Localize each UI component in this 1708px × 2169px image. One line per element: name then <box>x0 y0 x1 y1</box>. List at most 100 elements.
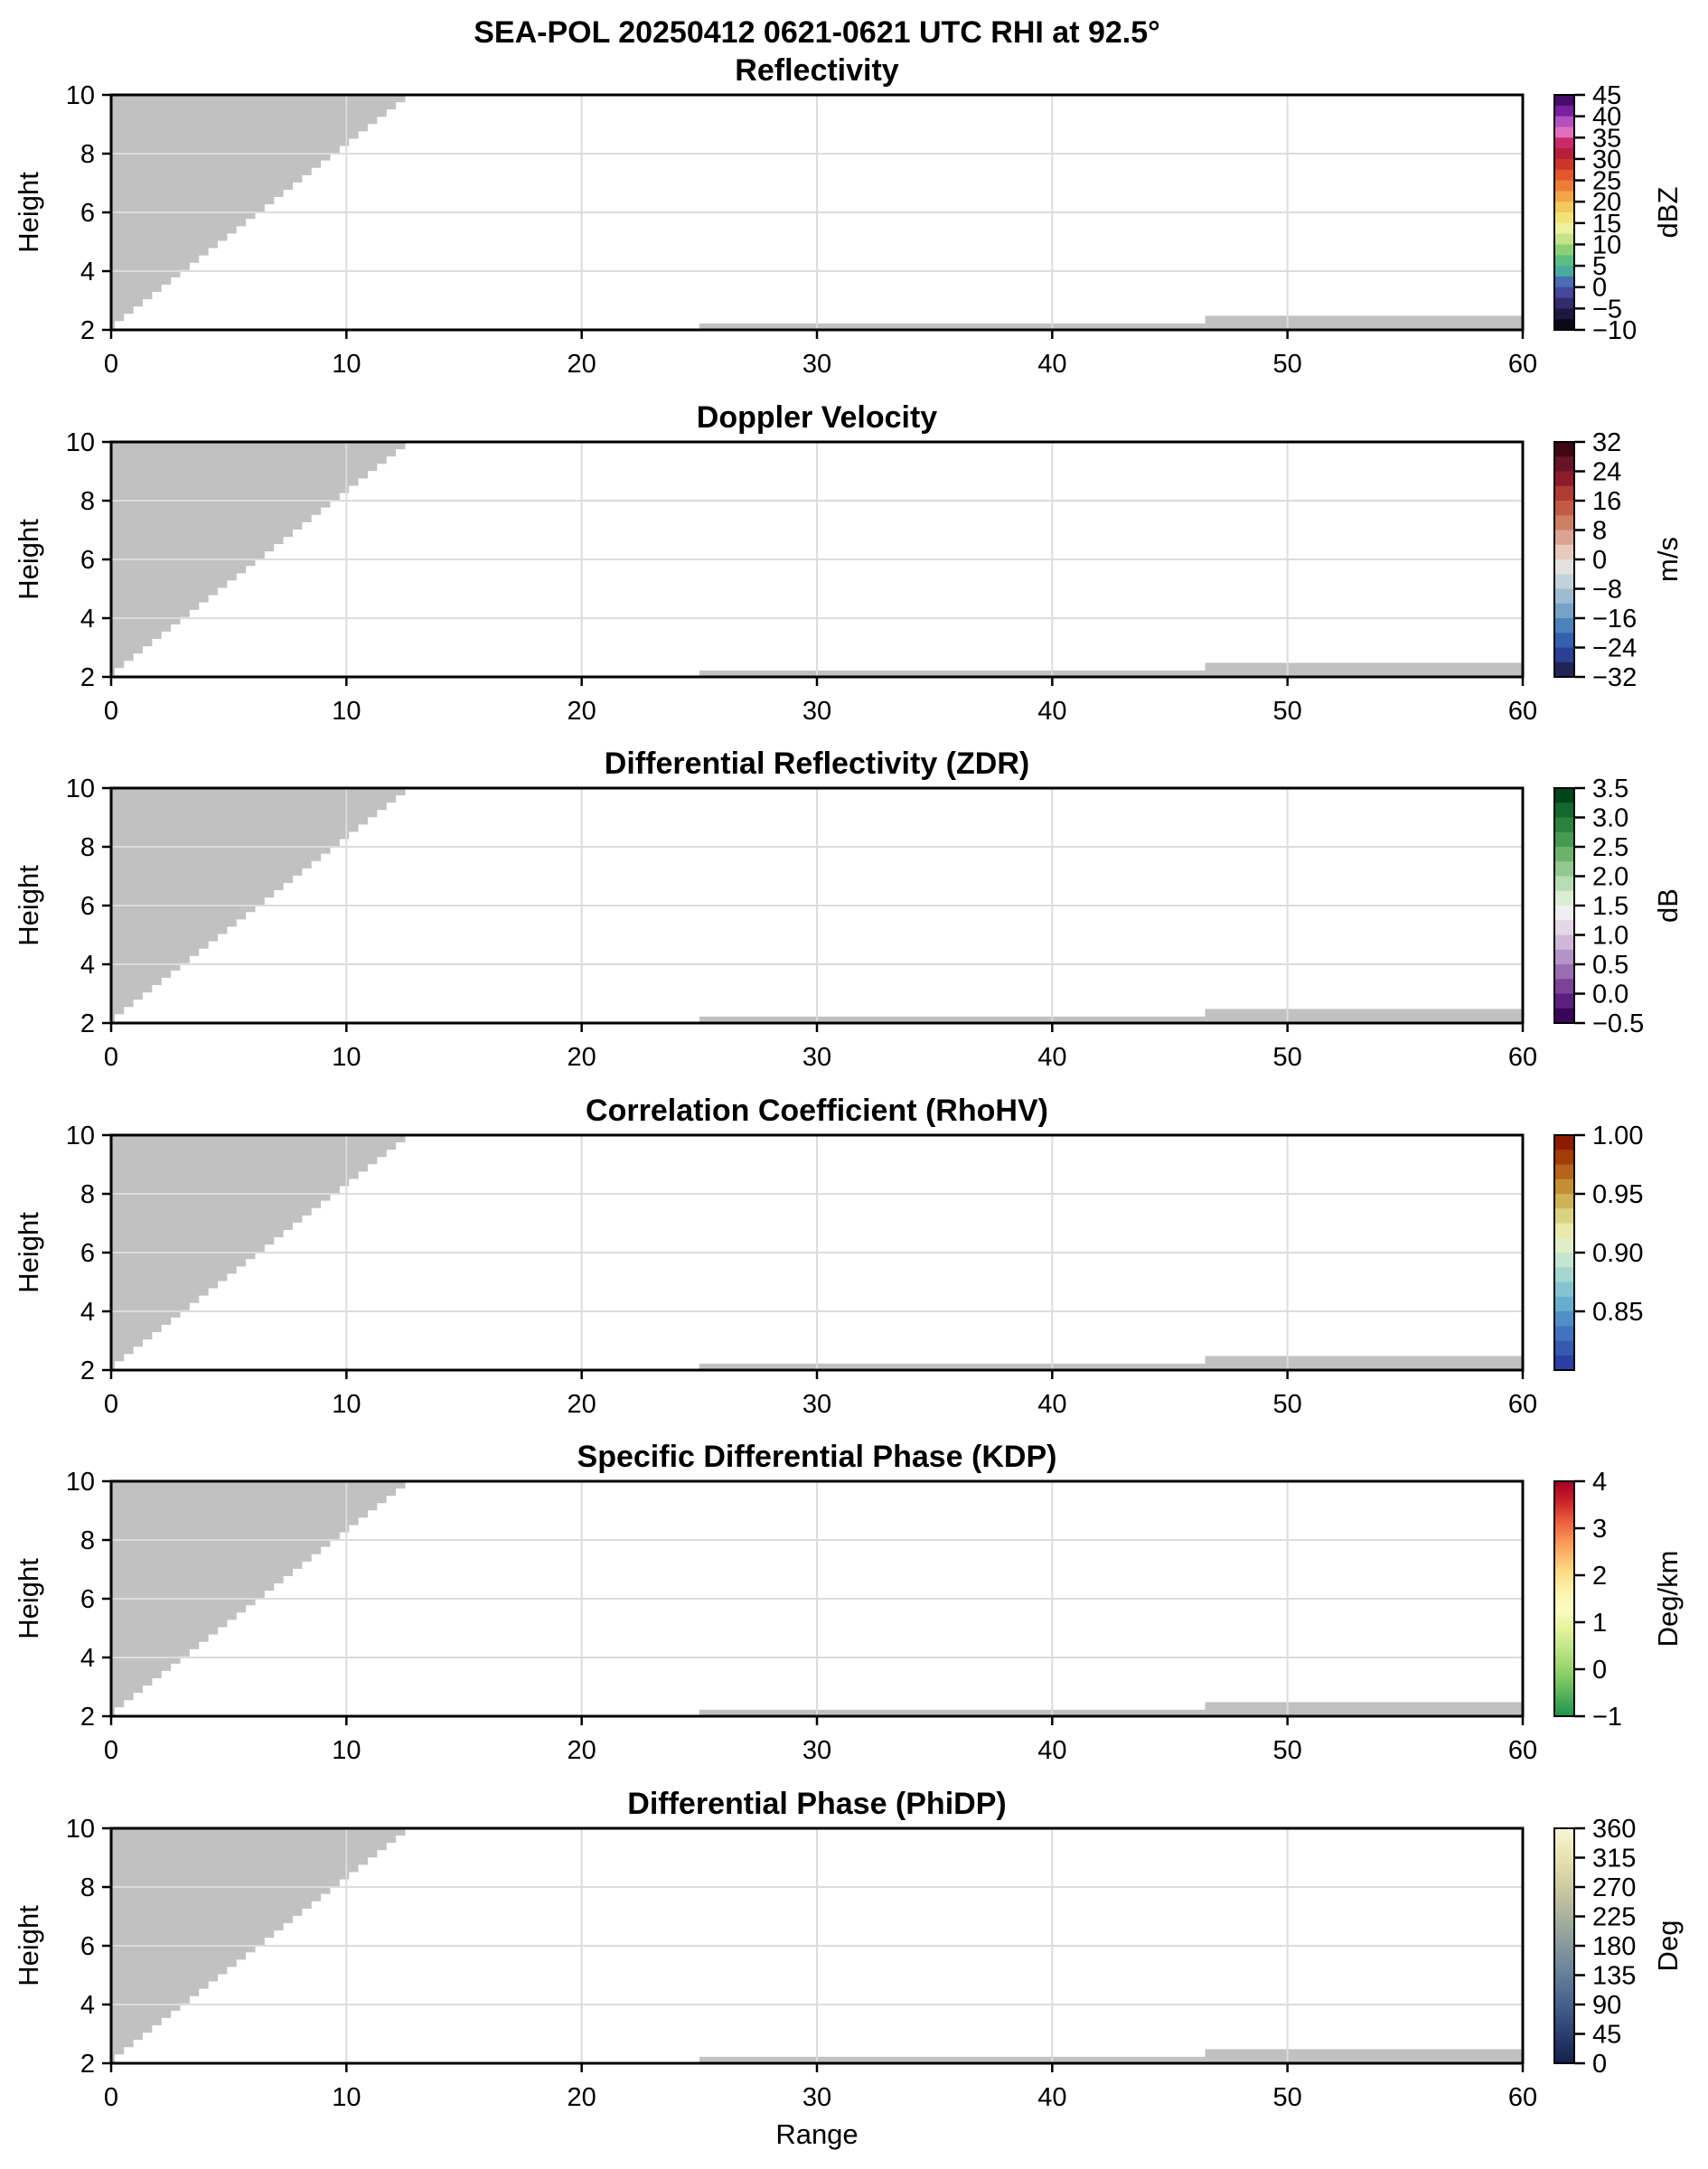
colorbar-tick-label: 0.95 <box>1592 1180 1643 1209</box>
colorbar-tick-label: 3 <box>1592 1515 1607 1544</box>
x-tick-label: 30 <box>802 1390 831 1419</box>
colorbar-band <box>1554 308 1574 320</box>
colorbar-gradient <box>1554 1828 1574 2063</box>
x-tick-label: 30 <box>802 1043 831 1072</box>
colorbar-tick-label: 2.0 <box>1592 863 1628 892</box>
colorbar-tick-label: 4 <box>1592 1468 1607 1497</box>
colorbar-tick-label: 0 <box>1592 274 1607 303</box>
colorbar-kdp: 4 3 2 1 0 −1 Deg/km <box>1553 1468 1684 1732</box>
colorbar-band <box>1554 286 1574 299</box>
no-data-strip-thick <box>1205 1009 1523 1023</box>
panel-title-zdr: Differential Reflectivity (ZDR) <box>605 746 1029 781</box>
colorbar-unit-label: Deg <box>1652 1920 1684 1972</box>
colorbar-band <box>1554 212 1574 224</box>
colorbar-band <box>1554 1296 1574 1312</box>
colorbar-rhohv: 1.00 0.95 0.90 0.85 <box>1553 1122 1643 1371</box>
colorbar-band <box>1554 127 1574 138</box>
colorbar-tick-label: 1.5 <box>1592 892 1628 921</box>
colorbar-tick-label: 225 <box>1592 1903 1636 1932</box>
colorbar-band <box>1554 831 1574 848</box>
colorbar-band <box>1554 803 1574 819</box>
colorbar-band <box>1554 1267 1574 1283</box>
x-tick-label: 20 <box>568 697 596 726</box>
x-tick-label: 10 <box>332 2083 361 2112</box>
colorbar-band <box>1554 485 1574 502</box>
colorbar-band <box>1554 920 1574 936</box>
y-tick-label: 8 <box>80 1526 95 1555</box>
colorbar-tick-label: 315 <box>1592 1845 1636 1873</box>
colorbar-tick-label: 32 <box>1592 428 1621 457</box>
panel-zdr: Differential Reflectivity (ZDR)0 10 20 30 40… <box>13 746 1684 1072</box>
x-tick-label: 0 <box>104 1736 118 1765</box>
no-data-strip-thick <box>1205 1702 1523 1716</box>
colorbar-band <box>1554 530 1574 546</box>
colorbar-band <box>1554 906 1574 921</box>
colorbar-tick-label: 15 <box>1592 210 1621 239</box>
x-tick-label: 40 <box>1037 350 1066 379</box>
colorbar-band <box>1554 544 1574 560</box>
y-tick-label: 10 <box>66 81 95 110</box>
colorbar-tick-label: 0.0 <box>1592 981 1628 1009</box>
colorbar-tick-label: −8 <box>1592 576 1622 605</box>
colorbar-band <box>1554 266 1574 277</box>
y-tick-label: 4 <box>80 258 95 286</box>
y-tick-label: 6 <box>80 1585 95 1614</box>
colorbar-band <box>1554 456 1574 473</box>
y-axis-label: Height <box>13 519 44 600</box>
colorbar-tick-label: −10 <box>1592 316 1637 345</box>
x-tick-label: 60 <box>1508 1390 1537 1419</box>
colorbar-band <box>1554 876 1574 892</box>
colorbar-band <box>1554 501 1574 516</box>
colorbar-tick-label: −24 <box>1592 634 1637 663</box>
y-tick-label: 4 <box>80 1991 95 2020</box>
colorbar-tick-label: −32 <box>1592 663 1637 692</box>
colorbar-zdr: 3.53.02.52.01.51.00.50.0−0.5 dB <box>1553 775 1684 1038</box>
x-axis-label: Range <box>775 2118 858 2150</box>
colorbar-band <box>1554 222 1574 235</box>
colorbar-tick-label: 24 <box>1592 458 1621 487</box>
x-tick-label: 40 <box>1037 697 1066 726</box>
y-tick-label: 8 <box>80 487 95 516</box>
no-data-strip-thin <box>699 2056 1206 2063</box>
x-tick-label: 0 <box>104 350 118 379</box>
colorbar-tick-label: 180 <box>1592 1932 1636 1961</box>
colorbar-band <box>1554 588 1574 605</box>
panel-phidp: Differential Phase (PhiDP)0 10 20 30 40 50 602… <box>13 1787 1684 2112</box>
colorbar-band <box>1554 574 1574 590</box>
y-tick-label: 2 <box>80 1357 95 1385</box>
y-tick-label: 8 <box>80 140 95 169</box>
colorbar-tick-label: 3.5 <box>1592 775 1628 803</box>
y-tick-label: 8 <box>80 1180 95 1209</box>
colorbar-tick-label: 16 <box>1592 487 1621 516</box>
colorbar-band <box>1554 515 1574 531</box>
colorbar-tick-label: 30 <box>1592 146 1621 174</box>
colorbar-band <box>1554 137 1574 149</box>
no-data-strip-thin <box>699 1016 1206 1023</box>
x-tick-label: 10 <box>332 350 361 379</box>
colorbar-band <box>1554 847 1574 862</box>
y-tick-label: 2 <box>80 663 95 692</box>
x-tick-label: 60 <box>1508 2083 1537 2112</box>
x-tick-label: 20 <box>568 2083 596 2112</box>
colorbar-tick-label: 1.0 <box>1592 922 1628 951</box>
colorbar-band <box>1554 1223 1574 1239</box>
x-tick-label: 30 <box>802 697 831 726</box>
no-data-strip-thin <box>699 323 1206 330</box>
colorbar-band <box>1554 158 1574 171</box>
colorbar-tick-label: −0.5 <box>1592 1009 1644 1038</box>
colorbar-band <box>1554 319 1574 331</box>
colorbar-tick-label: 45 <box>1592 2021 1621 2050</box>
x-tick-label: 0 <box>104 697 118 726</box>
y-tick-label: 6 <box>80 892 95 921</box>
x-tick-label: 50 <box>1273 350 1302 379</box>
x-tick-label: 20 <box>568 1390 596 1419</box>
colorbar-band <box>1554 202 1574 213</box>
no-data-strip-thick <box>1205 662 1523 677</box>
no-data-strip-thin <box>699 1363 1206 1370</box>
colorbar-tick-label: 135 <box>1592 1962 1636 1991</box>
colorbar-unit-label: Deg/km <box>1652 1551 1684 1648</box>
